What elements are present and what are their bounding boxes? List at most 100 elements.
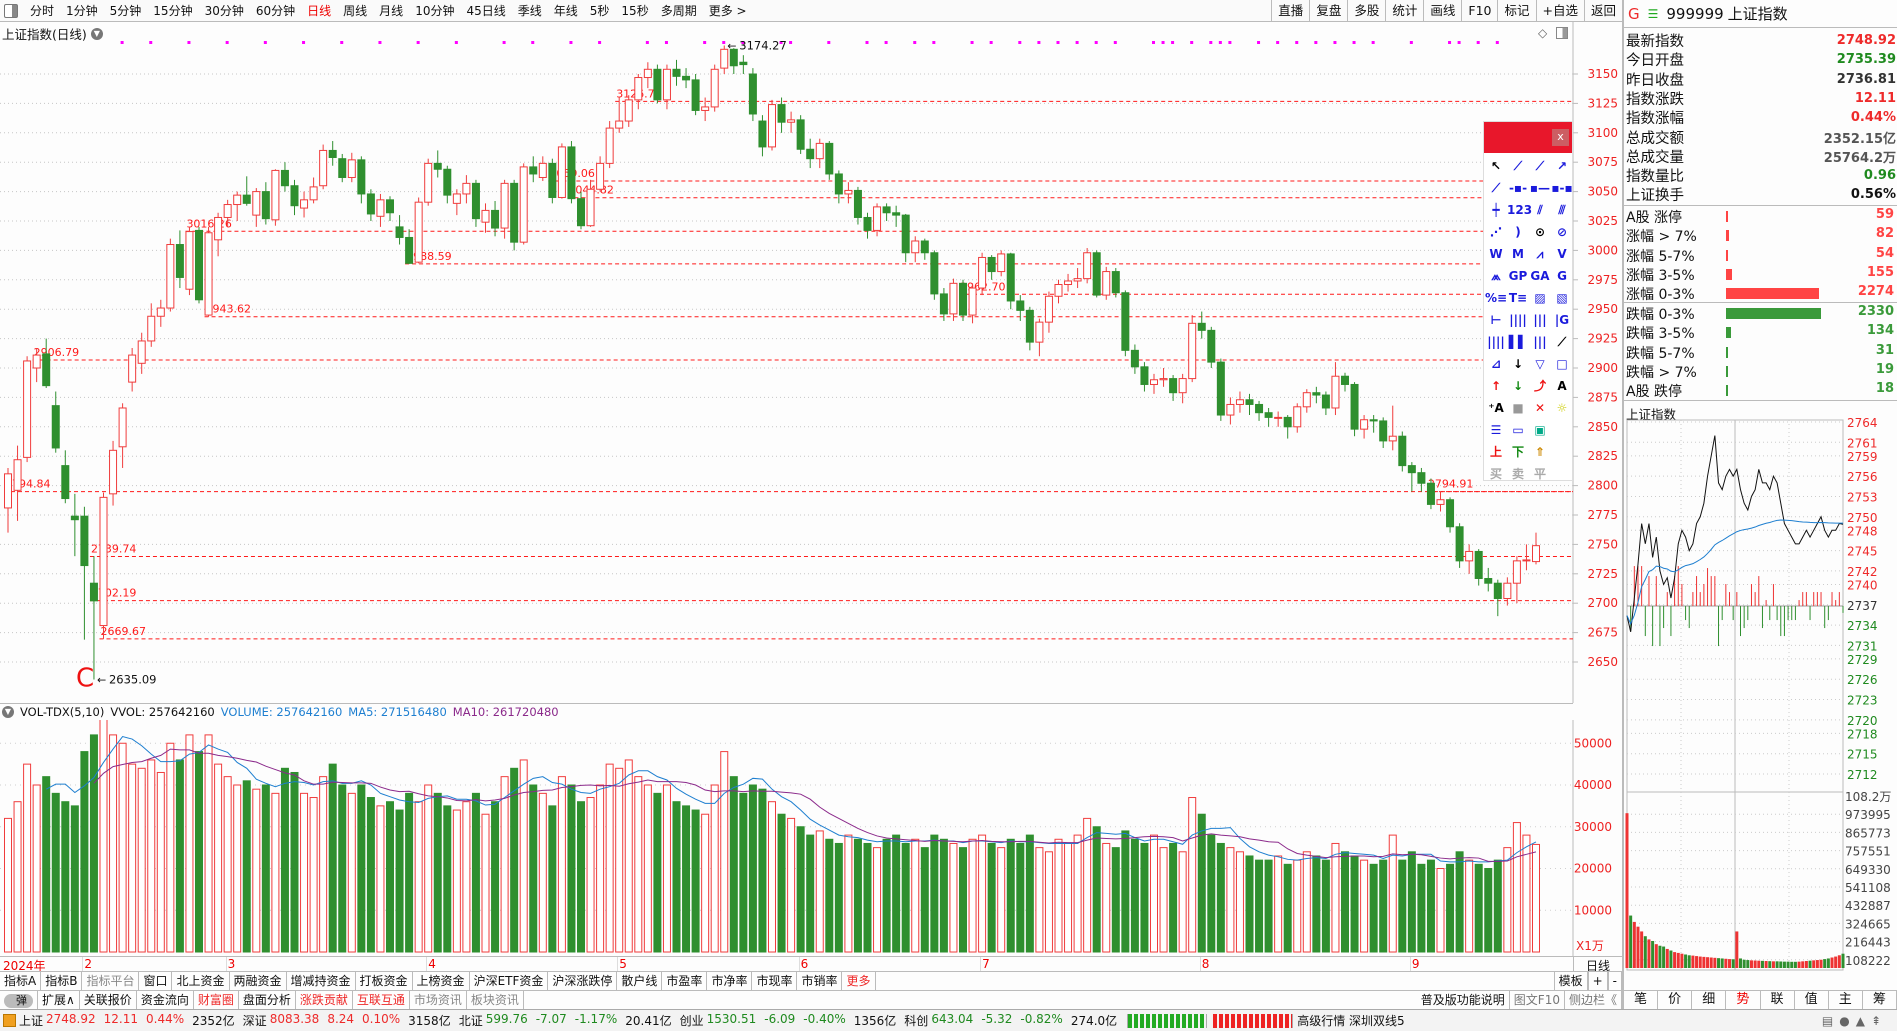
g-line-icon[interactable]: G (1557, 269, 1567, 283)
candle[interactable] (1169, 375, 1178, 401)
t-lines-icon[interactable]: T≡ (1508, 291, 1528, 305)
candle[interactable] (777, 97, 786, 133)
ruler-icon[interactable]: ▭ (1512, 423, 1524, 437)
info-tab[interactable]: 财富圈 (194, 991, 239, 1009)
candle[interactable] (156, 299, 165, 327)
candle[interactable] (185, 226, 194, 296)
candle[interactable] (1331, 362, 1340, 416)
down-arrow-line-icon[interactable]: ↓ (1512, 357, 1524, 371)
updown-mark-icon[interactable]: ⇑ (1534, 445, 1546, 459)
toolbar-button[interactable]: 直播 (1271, 0, 1309, 22)
candle[interactable] (204, 226, 213, 317)
cycle-lines-icon[interactable]: |||| (1509, 313, 1527, 327)
hide-icon[interactable]: ☼ (1556, 401, 1568, 415)
candle[interactable] (471, 179, 480, 227)
indicator-tab[interactable]: 北上资金 (172, 972, 230, 990)
period-tab[interactable]: 45日线 (466, 4, 506, 18)
candle[interactable] (1512, 556, 1521, 604)
box-icon[interactable]: ■ (1512, 401, 1524, 415)
indicator-tab[interactable]: 市销率 (797, 972, 843, 990)
toolbar-button[interactable]: 统计 (1385, 0, 1423, 22)
candle[interactable] (1140, 362, 1149, 392)
candle[interactable] (1455, 523, 1464, 568)
toolbar-button[interactable]: +自选 (1535, 0, 1584, 22)
sidebar-toggle-icon[interactable] (4, 3, 18, 18)
candle[interactable] (1350, 382, 1359, 437)
indicator-tab[interactable]: 市现率 (752, 972, 798, 990)
candle[interactable] (357, 156, 366, 204)
candle[interactable] (386, 196, 394, 221)
candle[interactable] (261, 182, 270, 225)
period-tab[interactable]: 月线 (379, 4, 404, 18)
period-tab[interactable]: 15秒 (621, 4, 649, 18)
candle[interactable] (691, 74, 700, 116)
ga-line-icon[interactable]: GA (1530, 269, 1550, 283)
text-icon[interactable]: A (1557, 379, 1567, 393)
menu-icon[interactable]: ☰ (1647, 6, 1659, 21)
candle[interactable] (452, 189, 461, 216)
panel-tab[interactable]: 细 (1692, 991, 1727, 1009)
indicator-tab[interactable]: 市盈率 (662, 972, 708, 990)
candle[interactable] (1035, 318, 1044, 357)
candle[interactable] (1207, 326, 1216, 368)
candle[interactable] (1102, 266, 1111, 300)
candle[interactable] (42, 338, 51, 388)
candle[interactable] (1283, 415, 1292, 439)
candle[interactable] (89, 556, 98, 680)
candle[interactable] (1092, 250, 1101, 298)
sell-icon[interactable]: 卖 (1511, 467, 1524, 481)
candle[interactable] (70, 493, 79, 557)
up-arrow-icon[interactable]: ↑ (1490, 379, 1502, 393)
down-arrow-icon[interactable]: ↓ (1512, 379, 1524, 393)
candle[interactable] (1197, 311, 1206, 339)
toolbar-button[interactable]: 画线 (1423, 0, 1461, 22)
candle[interactable] (1054, 279, 1063, 304)
candle[interactable] (720, 45, 729, 74)
period-tab[interactable]: 日线 (307, 4, 332, 18)
candle[interactable] (796, 115, 805, 154)
candle[interactable] (1493, 579, 1502, 617)
candle[interactable] (481, 203, 490, 233)
candle[interactable] (1302, 389, 1311, 413)
rectangle-icon[interactable]: □ (1556, 357, 1568, 371)
info-tab[interactable]: 扩展∧ (38, 991, 80, 1009)
candle[interactable] (1522, 544, 1531, 571)
candle[interactable] (175, 230, 184, 289)
period-tab[interactable]: 10分钟 (415, 4, 455, 18)
parallel-line-icon[interactable]: ⫽ (1537, 203, 1543, 217)
list-icon[interactable]: ☰ (1490, 423, 1502, 437)
indicator-tab[interactable]: 更多 (842, 972, 876, 990)
candle[interactable] (1398, 431, 1407, 472)
candle[interactable] (1159, 368, 1168, 387)
panel-tab[interactable]: 势 (1726, 991, 1761, 1009)
horizontal-ray-icon[interactable]: ▪— (1529, 181, 1551, 195)
candle[interactable] (137, 332, 146, 374)
candle[interactable] (1312, 386, 1321, 404)
panel-tab[interactable]: 值 (1795, 991, 1829, 1009)
candle[interactable] (596, 156, 605, 192)
candle[interactable] (1360, 415, 1369, 439)
candle[interactable] (825, 141, 834, 180)
candle[interactable] (147, 303, 156, 347)
candle[interactable] (1111, 268, 1120, 298)
candle[interactable] (548, 158, 557, 204)
candle[interactable] (710, 64, 719, 112)
panel-tab[interactable]: 联 (1761, 991, 1795, 1009)
candle[interactable] (1064, 273, 1073, 292)
arrow-line-marker-icon[interactable]: ⤴ (1533, 379, 1546, 393)
candle[interactable] (519, 163, 528, 245)
side-link[interactable]: 图文F10 (1510, 991, 1565, 1009)
toolbar-button[interactable]: 标记 (1497, 0, 1535, 22)
toolbar-button[interactable]: 多股 (1347, 0, 1385, 22)
candle[interactable] (376, 193, 385, 227)
line-icon[interactable]: ⟋ (1513, 159, 1523, 173)
candle[interactable] (892, 205, 901, 227)
candle[interactable] (624, 95, 633, 127)
up-mark-icon[interactable]: 上 (1489, 445, 1502, 459)
candle[interactable] (1073, 268, 1082, 289)
info-tab[interactable]: 关联报价 (80, 991, 137, 1009)
chevron-down-icon[interactable]: ▼ (90, 27, 103, 40)
indicator-tab[interactable]: 指标A (0, 972, 42, 990)
candle[interactable] (653, 64, 662, 104)
